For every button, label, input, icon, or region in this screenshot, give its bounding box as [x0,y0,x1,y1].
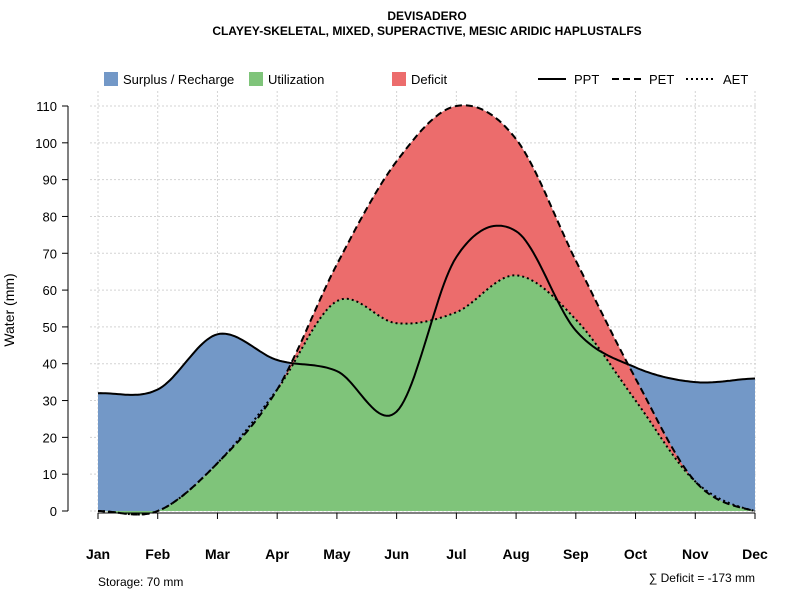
line-layer [97,104,756,516]
x-tick-label: Jan [86,546,110,562]
legend-swatch-deficit [392,72,406,86]
x-tick-label: Jul [446,546,466,562]
deficit-annotation: ∑ Deficit = -173 mm [649,571,755,585]
series-line-ppt [97,224,756,417]
area-utilization [98,275,755,515]
x-tick-label: Jun [384,546,409,562]
y-tick-label: 0 [50,504,57,519]
legend-label-utilization: Utilization [268,72,324,87]
axes: 0 10 20 30 40 50 60 70 80 90 100 110 Jan Feb Mar Apr May… [35,99,768,562]
x-tick-label: Mar [205,546,230,562]
x-tick-label: Nov [682,546,709,562]
y-tick-label: 10 [43,467,57,482]
series-line-pet [98,104,756,516]
legend-label-aet: AET [723,72,748,87]
y-tick-label: 110 [36,99,57,114]
legend-swatch-utilization [249,72,263,86]
y-tick-label: 90 [43,173,57,188]
y-axis-label: Water (mm) [1,273,17,346]
y-tick-label: 30 [43,394,57,409]
area-layer [98,105,755,515]
legend-label-surplus: Surplus / Recharge [123,72,234,87]
series-line-aet [98,274,756,516]
x-tick-label: Oct [624,546,648,562]
x-tick-label: Apr [265,546,290,562]
x-tick-label: Sep [563,546,589,562]
y-tick-label: 50 [43,320,57,335]
y-tick-label: 80 [43,209,57,224]
chart-subtitle: CLAYEY-SKELETAL, MIXED, SUPERACTIVE, MES… [212,24,641,38]
x-tick-label: May [323,546,350,562]
y-tick-label: 20 [43,430,57,445]
x-tick-label: Aug [502,546,529,562]
y-tick-label: 70 [43,246,57,261]
legend-label-pet: PET [649,72,674,87]
y-tick-label: 40 [43,357,57,372]
legend: Surplus / Recharge Utilization Deficit P… [104,72,748,87]
y-tick-label: 100 [35,136,57,151]
chart-title: DEVISADERO [387,9,466,23]
legend-label-deficit: Deficit [411,72,448,87]
storage-annotation: Storage: 70 mm [98,575,183,589]
legend-swatch-surplus [104,72,118,86]
legend-label-ppt: PPT [574,72,599,87]
x-tick-label: Feb [145,546,170,562]
x-tick-label: Dec [742,546,768,562]
y-tick-label: 60 [43,283,57,298]
